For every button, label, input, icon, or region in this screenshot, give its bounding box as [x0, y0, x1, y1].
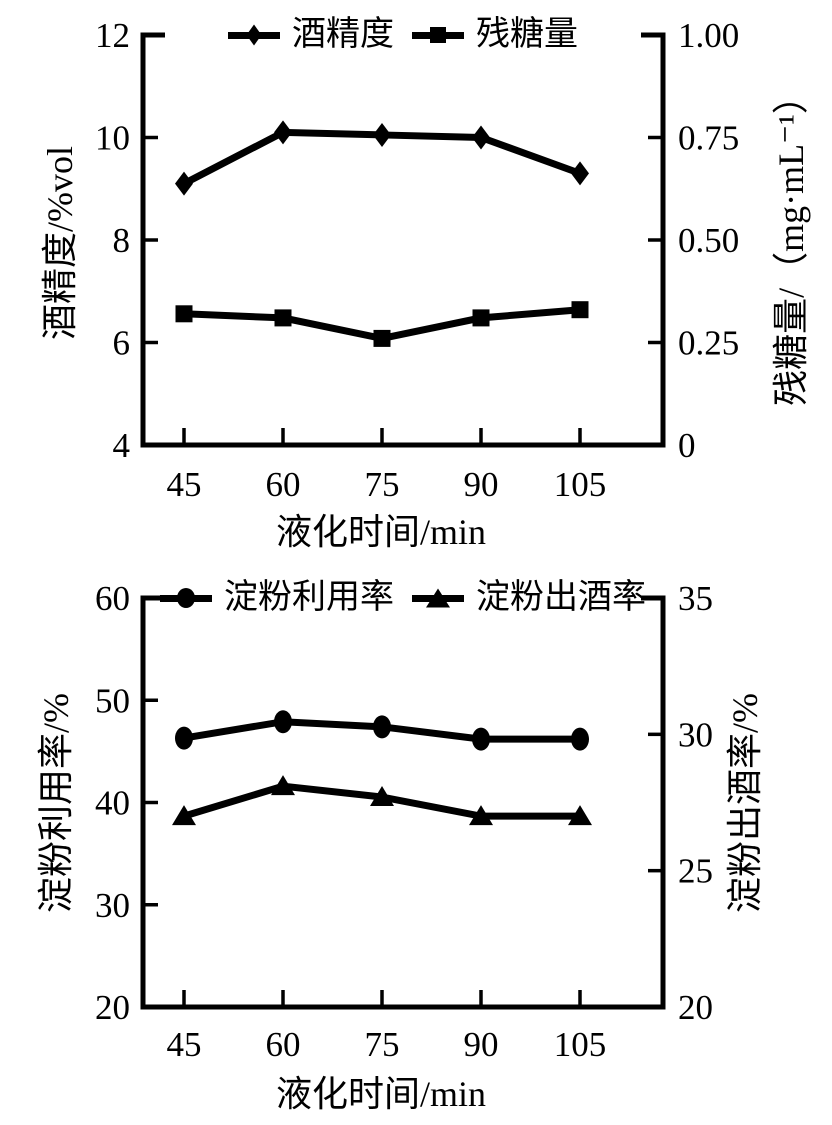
circle-line-sample-icon [160, 585, 212, 611]
data-point-square [373, 329, 391, 347]
chart2-left-axis-title: 淀粉利用率/% [36, 693, 76, 913]
legend-label-starch-utilization: 淀粉利用率 [224, 579, 394, 616]
chart1-legend: 酒精度 残糖量 [143, 13, 663, 57]
data-point-diamond [373, 122, 391, 147]
x-axis-tick-label: 90 [464, 465, 499, 504]
right-axis-tick-label: 35 [678, 579, 713, 618]
left-axis-tick-label: 10 [95, 119, 130, 158]
data-point-circle [472, 727, 490, 751]
chart1-legend-item-residual-sugar: 残糖量 [412, 18, 578, 52]
left-axis-tick-label: 12 [95, 16, 130, 55]
chart1-legend-item-alcohol: 酒精度 [228, 18, 394, 52]
legend-label-starch-yield: 淀粉出酒率 [476, 579, 646, 616]
left-axis-tick-label: 20 [95, 988, 130, 1027]
legend-label-alcohol: 酒精度 [292, 16, 394, 53]
chart2-right-axis-title: 淀粉出酒率/% [725, 693, 765, 913]
right-axis-tick-label: 0 [678, 426, 696, 465]
x-axis-tick-label: 105 [554, 1025, 607, 1064]
data-point-diamond [274, 120, 292, 145]
chart1-x-axis-title: 液化时间/min [275, 512, 487, 552]
data-point-circle [274, 710, 292, 734]
chart2-legend-item-starch-utilization: 淀粉利用率 [160, 581, 394, 615]
chart2-legend: 淀粉利用率 淀粉出酒率 [143, 576, 663, 620]
left-axis-tick-label: 50 [95, 681, 130, 720]
data-point-square [571, 301, 589, 319]
data-point-triangle [172, 805, 196, 826]
data-point-triangle [469, 805, 493, 826]
x-axis-tick-label: 60 [266, 465, 301, 504]
x-axis-tick-label: 75 [365, 1025, 400, 1064]
data-point-circle [571, 727, 589, 751]
right-axis-tick-label: 0.25 [678, 324, 739, 363]
right-axis-tick-label: 0.75 [678, 119, 739, 158]
chart2-legend-item-starch-yield: 淀粉出酒率 [412, 581, 646, 615]
square-line-sample-icon [412, 22, 464, 48]
left-axis-tick-label: 6 [113, 324, 131, 363]
x-axis-tick-label: 75 [365, 465, 400, 504]
data-point-triangle [568, 805, 592, 826]
right-axis-tick-label: 30 [678, 715, 713, 754]
x-axis-tick-label: 45 [167, 1025, 202, 1064]
right-axis-tick-label: 25 [678, 852, 713, 891]
data-point-triangle [370, 786, 394, 807]
left-axis-tick-label: 60 [95, 579, 130, 618]
right-axis-tick-label: 20 [678, 988, 713, 1027]
chart2-x-axis-title: 液化时间/min [275, 1074, 487, 1114]
chart1-left-axis-title: 酒精度/%vol [40, 146, 80, 340]
data-point-square [175, 305, 193, 323]
data-point-circle [373, 715, 391, 739]
x-axis-tick-label: 105 [554, 465, 607, 504]
x-axis-tick-label: 90 [464, 1025, 499, 1064]
x-axis-tick-label: 60 [266, 1025, 301, 1064]
x-axis-tick-label: 45 [167, 465, 202, 504]
right-axis-tick-label: 0.50 [678, 221, 739, 260]
left-axis-tick-label: 40 [95, 784, 130, 823]
left-axis-tick-label: 4 [113, 426, 131, 465]
left-axis-tick-label: 30 [95, 886, 130, 925]
data-point-triangle [271, 775, 295, 796]
data-point-diamond [571, 161, 589, 186]
right-axis-tick-label: 1.00 [678, 16, 739, 55]
diamond-line-sample-icon [228, 22, 280, 48]
data-point-diamond [175, 171, 193, 196]
triangle-line-sample-icon [412, 585, 464, 611]
data-point-square [274, 309, 292, 327]
data-point-square [472, 309, 490, 327]
data-point-circle [175, 726, 193, 750]
left-axis-tick-label: 8 [113, 221, 131, 260]
chart1-right-axis-title: 残糖量/（mg·mL⁻¹） [771, 78, 811, 406]
legend-label-residual-sugar: 残糖量 [476, 16, 578, 53]
data-point-diamond [472, 125, 490, 150]
